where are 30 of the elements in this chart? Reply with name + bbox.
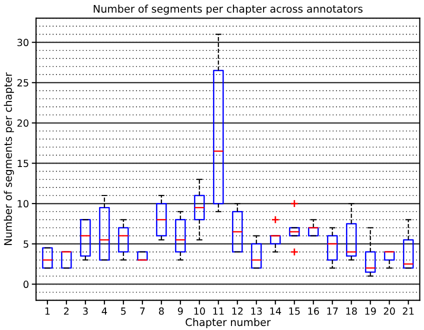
- x-tick-label: 4: [102, 308, 107, 315]
- x-tick-label: 2: [64, 307, 69, 315]
- y-axis-title: Number of segments per chapter: [4, 72, 14, 246]
- x-tick-label: 20: [384, 307, 395, 315]
- y-tick-label: 20: [17, 119, 28, 127]
- x-tick-label: 3: [83, 307, 88, 315]
- x-tick-label: 21: [402, 307, 414, 315]
- x-tick-label: 13: [251, 307, 262, 315]
- chart-title: Number of segments per chapter across annotators: [94, 4, 363, 15]
- x-tick-label: 1: [45, 308, 50, 315]
- x-tick-label: 8: [158, 307, 164, 315]
- x-tick-label: 11: [213, 308, 224, 315]
- x-tick-label: 5: [121, 308, 126, 315]
- x-tick-label: 12: [232, 307, 243, 315]
- y-tick-label: 0: [24, 280, 28, 288]
- x-tick-label: 18: [346, 307, 357, 315]
- x-tick-label: 14: [270, 308, 282, 315]
- x-tick-label: 19: [365, 307, 376, 315]
- y-tick-label: 5: [24, 240, 28, 248]
- x-axis-title: Chapter number: [186, 318, 271, 328]
- x-tick-label: 17: [327, 308, 338, 315]
- y-tick-label: 15: [18, 160, 28, 168]
- y-tick-label: 10: [18, 200, 28, 208]
- x-tick-label: 15: [289, 308, 300, 315]
- x-tick-label: 10: [194, 307, 205, 315]
- x-tick-label: 7: [140, 308, 145, 315]
- x-tick-label: 16: [308, 307, 319, 315]
- y-tick-label: 25: [17, 79, 28, 86]
- x-tick-label: 9: [178, 307, 183, 315]
- y-tick-label: 30: [17, 38, 28, 46]
